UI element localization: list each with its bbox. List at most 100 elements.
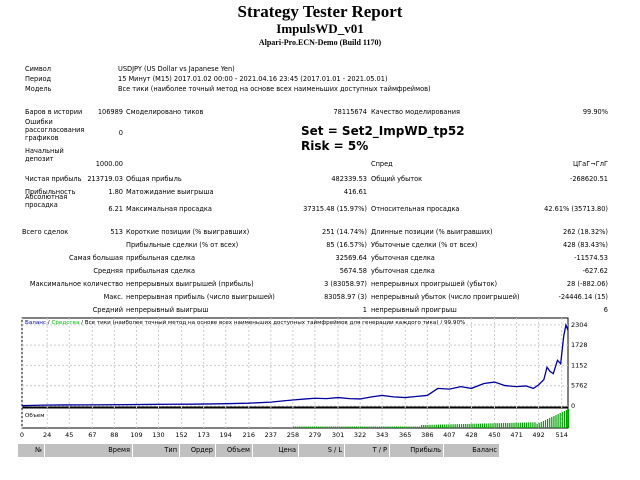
volume-bar: [429, 424, 431, 428]
volume-bar: [513, 422, 515, 428]
volume-bar: [496, 423, 498, 428]
x-tick-label: 24: [43, 431, 51, 439]
volume-bar: [517, 422, 519, 428]
x-tick-label: 258: [287, 431, 299, 439]
max-label-text: Макс.: [103, 293, 123, 301]
symbol-text: USDJPY (US Dollar vs Japanese Yen): [118, 65, 235, 73]
column-header[interactable]: Ордер: [180, 444, 215, 457]
volume-bar: [536, 424, 538, 428]
x-tick-label: 386: [421, 431, 433, 439]
short-text: 251 (14.74%): [322, 228, 367, 236]
volume-bar: [391, 426, 393, 428]
volume-bar: [502, 423, 505, 428]
x-tick-label: 194: [219, 431, 231, 439]
quality-text: 99.90%: [582, 108, 608, 116]
volume-bar: [565, 410, 568, 428]
volume-bar: [406, 426, 408, 428]
volume-bar: [561, 412, 563, 428]
period-text: 15 Минут (M15) 2017.01.02 00:00 - 2021.0…: [118, 75, 388, 83]
volume-bar: [448, 424, 450, 428]
volume-bar: [395, 426, 397, 428]
volume-bar: [492, 423, 494, 428]
volume-bar: [563, 411, 565, 428]
volume-bar: [442, 424, 444, 428]
volume-bar: [339, 426, 341, 428]
volume-bar: [488, 423, 490, 428]
avg-loss-text: -627.62: [582, 267, 608, 275]
volume-bar: [431, 424, 433, 428]
volume-bar: [568, 409, 570, 428]
expected-text: 416.61: [343, 188, 367, 196]
volume-bar: [538, 423, 540, 428]
volume-bar: [347, 426, 349, 428]
cons-loss-label-text: непрерывный убыток (число проигрышей): [371, 293, 520, 301]
volume-bar: [381, 426, 383, 428]
cons-profit-label-text: непрерывная прибыль (число выигрышей): [126, 293, 275, 301]
largest-label-text: Самая большая: [69, 254, 123, 262]
x-tick-label: 237: [265, 431, 277, 439]
avg-label-text: Средняя: [93, 267, 123, 275]
volume-bar: [469, 423, 471, 428]
legend-balance: Баланс: [25, 320, 46, 326]
rel-dd-label-text: Относительная просадка: [371, 205, 460, 213]
column-header[interactable]: Объем: [216, 444, 252, 457]
volume-bar: [532, 422, 534, 428]
deposit-label: Начальный депозит: [25, 147, 64, 163]
volume-bar: [486, 423, 488, 428]
gross-profit-label-text: Общая прибыль: [126, 175, 182, 183]
x-tick-label: 428: [465, 431, 477, 439]
volume-bar: [534, 422, 536, 428]
volume-bar: [437, 424, 439, 428]
column-header[interactable]: №: [18, 444, 44, 457]
column-header[interactable]: T / P: [345, 444, 389, 457]
quality-label-text: Качество моделирования: [371, 108, 460, 116]
volume-bar: [515, 422, 517, 428]
volume-bar: [326, 426, 328, 428]
volume-bar: [402, 426, 404, 428]
volume-bar: [450, 424, 452, 428]
period-label-text: Период: [25, 75, 52, 83]
volume-bar: [353, 426, 355, 428]
volume-bar: [549, 418, 551, 428]
long-label-text: Длинные позиции (% выигравших): [371, 228, 493, 236]
largest-loss-text: -11574.53: [574, 254, 608, 262]
volume-bar: [355, 426, 358, 428]
volume-bar: [374, 426, 376, 428]
x-tick-label: 301: [332, 431, 344, 439]
volume-bar: [324, 426, 326, 428]
volume-bar: [311, 426, 313, 428]
volume-bar: [490, 423, 492, 428]
x-tick-label: 173: [197, 431, 209, 439]
volume-bar: [551, 417, 553, 428]
column-header[interactable]: Цена: [253, 444, 298, 457]
volume-bar: [334, 426, 337, 428]
column-header[interactable]: S / L: [299, 444, 344, 457]
cons-profit-text: 83058.97 (3): [324, 293, 367, 301]
column-header[interactable]: Баланс: [444, 444, 499, 457]
x-tick-label: 279: [309, 431, 321, 439]
volume-bar: [471, 423, 473, 428]
volume-bar: [521, 422, 523, 428]
column-header[interactable]: Тип: [133, 444, 179, 457]
x-tick-label: 322: [354, 431, 366, 439]
x-tick-label: 109: [130, 431, 142, 439]
volume-bar: [433, 424, 435, 428]
volume-bar: [460, 424, 463, 428]
volume-bar: [309, 426, 311, 428]
x-tick-label: 514: [555, 431, 567, 439]
column-header[interactable]: Прибыль: [390, 444, 443, 457]
gross-loss-text: -268620.51: [569, 175, 608, 183]
volume-bar: [410, 426, 412, 428]
volume-bar: [345, 426, 347, 428]
y-tick-label: 0: [571, 402, 575, 410]
volume-bar: [303, 426, 305, 428]
volume-bar: [465, 423, 467, 428]
model-label-text: Модель: [25, 85, 52, 93]
volume-bar: [555, 415, 557, 428]
ticks-text: 78115674: [333, 108, 367, 116]
bars-text: 106989: [97, 108, 123, 116]
column-header[interactable]: Время: [45, 444, 132, 457]
volume-bar: [511, 422, 513, 428]
x-tick-label: 88: [110, 431, 118, 439]
cons-losses-label-text: непрерывных проигрышей (убыток): [371, 280, 498, 288]
